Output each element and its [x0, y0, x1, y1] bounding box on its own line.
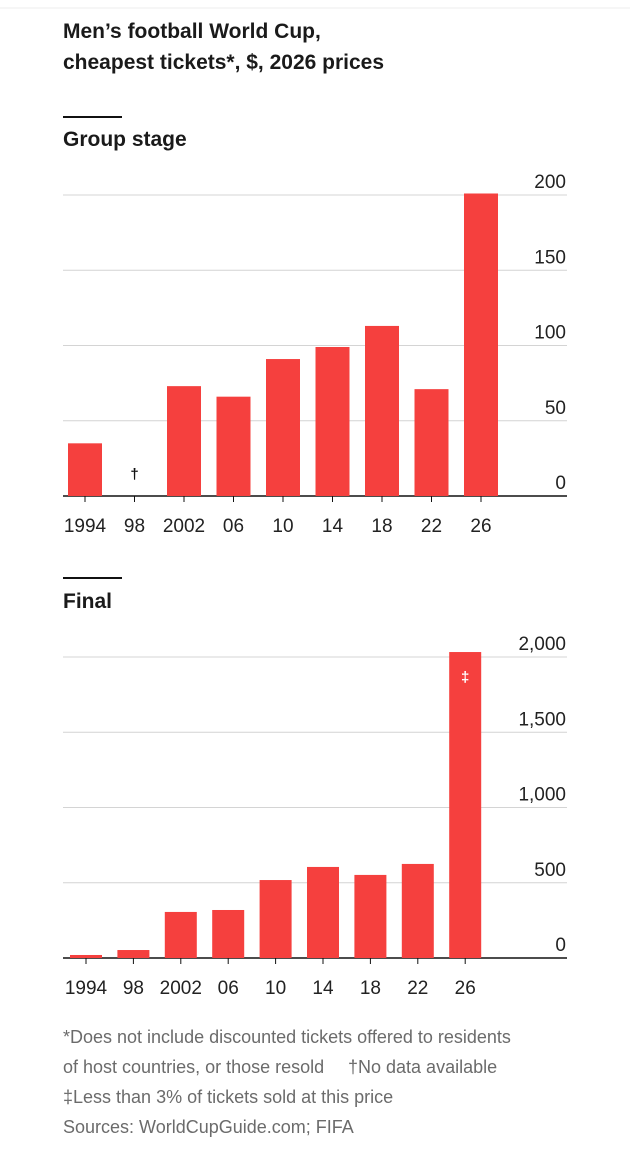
- x-tick-label: 26: [470, 516, 491, 537]
- note: *Does not include discounted tickets off…: [63, 1027, 511, 1047]
- x-tick-label: 98: [123, 978, 144, 999]
- y-tick-label: 200: [534, 172, 566, 193]
- bar: [354, 874, 387, 958]
- bar: [212, 909, 245, 958]
- x-tick-label: 2002: [163, 516, 205, 537]
- title-line: cheapest tickets*, $, 2026 prices: [63, 51, 384, 74]
- y-tick-label: 1,000: [518, 785, 566, 806]
- bar: [365, 325, 399, 496]
- note: †No data available: [348, 1057, 497, 1077]
- x-tick-label: 1994: [64, 516, 107, 537]
- bar: [414, 389, 449, 496]
- y-tick-label: 150: [534, 247, 566, 268]
- y-tick-label: 2,000: [518, 634, 566, 655]
- x-tick-label: 22: [407, 978, 428, 999]
- x-tick-label: 14: [312, 978, 334, 999]
- y-tick-label: 0: [555, 935, 566, 956]
- bar: [449, 652, 482, 958]
- bar: [167, 386, 201, 496]
- y-tick-label: 0: [555, 473, 566, 494]
- marker: ‡: [461, 669, 469, 686]
- x-tick-label: 2002: [160, 978, 202, 999]
- chart-title: Final: [63, 590, 112, 613]
- bar: [315, 347, 350, 496]
- bar: [164, 911, 197, 958]
- x-tick-label: 10: [265, 978, 286, 999]
- title-line: Men’s football World Cup,: [63, 20, 321, 43]
- x-tick-label: 06: [223, 516, 244, 537]
- bar: [259, 880, 292, 958]
- note: of host countries, or those resold: [63, 1057, 324, 1077]
- bar: [401, 863, 434, 958]
- y-tick-label: 500: [534, 860, 566, 881]
- bar: [307, 866, 339, 958]
- bar: [117, 950, 150, 958]
- y-tick-label: 50: [545, 398, 566, 419]
- x-tick-label: 18: [371, 516, 392, 537]
- bar: [464, 193, 498, 496]
- x-tick-label: 18: [360, 978, 381, 999]
- sources: Sources: WorldCupGuide.com; FIFA: [63, 1117, 354, 1137]
- x-tick-label: 14: [322, 516, 344, 537]
- chart-title: Group stage: [63, 128, 187, 151]
- x-tick-label: 10: [272, 516, 293, 537]
- y-tick-label: 1,500: [518, 709, 566, 730]
- bar: [68, 443, 102, 496]
- bar: [70, 954, 102, 958]
- x-tick-label: 98: [124, 516, 145, 537]
- x-tick-label: 26: [455, 978, 476, 999]
- bar: [266, 359, 300, 496]
- x-tick-label: 06: [218, 978, 239, 999]
- marker: †: [130, 466, 138, 483]
- y-tick-label: 100: [534, 323, 566, 344]
- x-tick-label: 22: [421, 516, 442, 537]
- bar: [216, 396, 251, 496]
- x-tick-label: 1994: [65, 978, 108, 999]
- note: ‡Less than 3% of tickets sold at this pr…: [63, 1087, 393, 1107]
